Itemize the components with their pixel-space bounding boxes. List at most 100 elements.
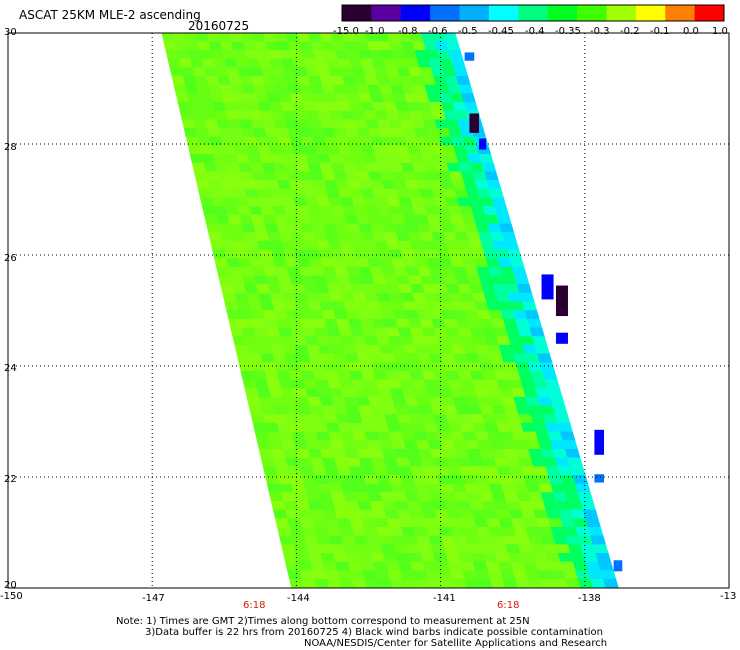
swath-cell xyxy=(486,180,502,190)
swath-cell xyxy=(243,284,259,294)
lat-label: 26 xyxy=(4,253,17,264)
swath-cell xyxy=(519,292,535,303)
swath-cell xyxy=(306,544,322,554)
swath-cell xyxy=(397,561,414,571)
swath-cell xyxy=(268,336,284,346)
swath-cell xyxy=(491,197,507,207)
lat-label: 22 xyxy=(4,474,17,485)
swath-cell xyxy=(478,154,494,164)
swath-cell xyxy=(287,570,303,580)
swath-cell xyxy=(337,570,353,580)
swath-cell xyxy=(355,492,371,502)
low-value-patch xyxy=(555,285,568,317)
swath-cell xyxy=(299,414,315,424)
colorbar-label: -0.6 xyxy=(428,26,448,37)
swath-cell xyxy=(326,526,343,537)
swath-cell xyxy=(248,301,263,311)
colorbar-swatch xyxy=(342,5,372,21)
swath-cell xyxy=(281,492,297,502)
swath-cell xyxy=(597,561,614,571)
swath-cell xyxy=(592,544,609,554)
swath-cell xyxy=(289,526,305,537)
note-line: NOAA/NESDIS/Center for Satellite Applica… xyxy=(304,638,608,649)
colorbar-swatch xyxy=(488,5,519,21)
swath-cell xyxy=(262,414,278,424)
swath-cell xyxy=(461,93,476,103)
swath-cell xyxy=(549,396,566,407)
swath-cell xyxy=(557,422,573,433)
swath-cell xyxy=(262,362,278,372)
swath-cell xyxy=(347,561,364,571)
swath-cell xyxy=(324,518,340,528)
swath-cell xyxy=(274,414,291,424)
swath-cell xyxy=(287,518,303,528)
swath-cell xyxy=(333,553,349,563)
grid-lines xyxy=(8,33,729,588)
swath-cell xyxy=(256,440,272,450)
swath-cell xyxy=(288,370,304,381)
swath-cell xyxy=(214,258,229,268)
swath-cell xyxy=(287,414,303,424)
swath-cell xyxy=(383,553,399,563)
swath-cell xyxy=(238,362,254,372)
colorbar-label: -0.8 xyxy=(398,26,418,37)
swath-cell xyxy=(272,353,288,363)
swath-cell xyxy=(264,318,279,329)
swath-cell xyxy=(290,379,306,389)
swath-cell xyxy=(289,422,305,433)
swath-cell xyxy=(241,275,257,285)
swath-cell xyxy=(242,327,258,337)
swath-cell xyxy=(316,535,332,545)
swath-cell xyxy=(316,483,332,493)
swath-cell xyxy=(220,284,235,294)
swath-cell xyxy=(539,362,556,372)
colorbar-label: -0.2 xyxy=(620,26,640,37)
swath-cell xyxy=(340,483,357,493)
swath-cell xyxy=(353,483,369,493)
swath-cell xyxy=(322,457,338,467)
swath-cell xyxy=(481,162,497,173)
swath-cell xyxy=(313,422,329,433)
swath-cell xyxy=(226,310,242,320)
swath-cell xyxy=(361,518,378,528)
swath-cell xyxy=(305,440,321,450)
swath-cell xyxy=(511,266,527,277)
colorbar-swatch xyxy=(459,5,490,21)
swath-cell xyxy=(374,518,390,528)
swath-cell xyxy=(260,405,276,415)
swath-cell xyxy=(335,561,351,571)
swath-cell xyxy=(310,509,326,519)
data-swath xyxy=(161,32,623,589)
colorbar-label: -0.4 xyxy=(525,26,545,37)
swath-cell xyxy=(248,405,264,415)
colorbar-swatch xyxy=(606,5,637,21)
swath-cell xyxy=(328,483,344,493)
swath-cell xyxy=(330,440,346,450)
swath-cell xyxy=(234,344,250,355)
swath-cell xyxy=(246,292,261,303)
colorbar-swatch xyxy=(694,5,725,21)
swath-cell xyxy=(360,561,376,571)
swath-cell xyxy=(223,249,239,259)
colorbar-swatch xyxy=(430,5,461,21)
swath-cell xyxy=(326,579,343,589)
swath-cell xyxy=(554,414,571,424)
swath-cell xyxy=(232,284,247,294)
swath-cell xyxy=(534,344,550,355)
swath-cell xyxy=(445,41,461,51)
swath-cell xyxy=(206,223,221,233)
swath-cell xyxy=(378,535,395,545)
colorbar-label: -0.35 xyxy=(555,26,581,37)
swath-cell xyxy=(285,457,301,467)
swath-cell xyxy=(279,535,295,545)
swath-cell xyxy=(204,214,219,225)
colorbar-label: -0.1 xyxy=(650,26,670,37)
colorbar-label: -1.0 xyxy=(365,26,385,37)
swath-cell xyxy=(372,561,389,571)
swath-cell xyxy=(327,431,344,441)
swath-cell xyxy=(282,396,298,407)
swath-cell xyxy=(542,370,558,381)
swath-cell xyxy=(199,197,215,207)
swath-cell xyxy=(260,353,276,363)
swath-cell xyxy=(509,258,525,268)
